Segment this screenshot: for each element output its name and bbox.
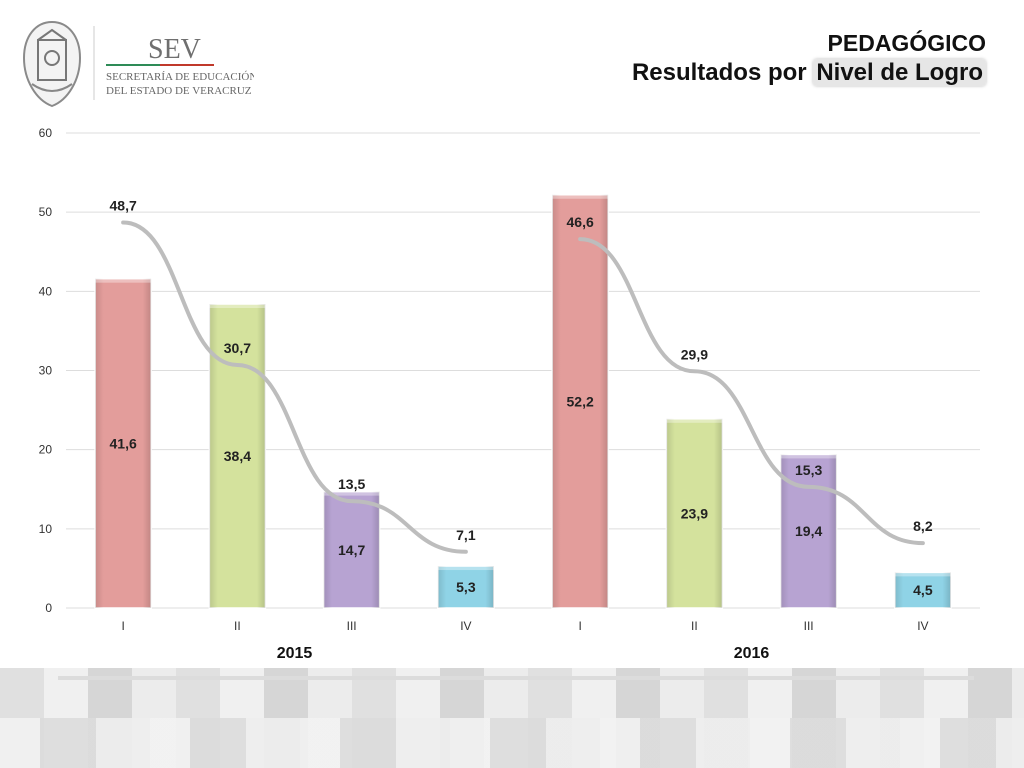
bar-highlight — [666, 418, 723, 423]
bar-highlight — [552, 194, 609, 199]
y-tick-label: 20 — [39, 443, 53, 457]
x-tick-label: III — [347, 619, 357, 633]
x-tick-label: IV — [917, 619, 928, 633]
plot-frame — [58, 120, 974, 680]
bar-highlight — [894, 572, 951, 577]
title-line-1: PEDAGÓGICO — [827, 30, 986, 56]
y-tick-label: 0 — [45, 601, 52, 615]
line-value-label: 46,6 — [567, 214, 594, 230]
bar-highlight — [437, 566, 494, 571]
group-label: 2016 — [734, 645, 770, 662]
line-value-label: 30,7 — [224, 340, 251, 356]
y-tick-label: 10 — [39, 522, 53, 536]
trend-line — [121, 220, 468, 554]
bar-value-label: 19,4 — [795, 523, 822, 539]
x-tick-label: I — [578, 619, 581, 633]
trend-line — [578, 237, 925, 546]
bar-shade — [323, 491, 380, 608]
bar-shade — [666, 418, 723, 608]
y-tick-label: 40 — [39, 284, 53, 298]
line-value-label: 29,9 — [681, 346, 708, 362]
bar-shade — [894, 572, 951, 608]
state-seal-icon — [22, 20, 82, 108]
footer-decoration — [0, 668, 1024, 768]
x-tick-label: II — [691, 619, 698, 633]
sev-logo: SEV SECRETARÍA DE EDUCACIÓN DEL ESTADO D… — [22, 20, 254, 108]
bar-value-label: 23,9 — [681, 505, 708, 521]
bar-shade — [209, 304, 266, 608]
logo-title: SEV — [148, 34, 201, 65]
line-value-label: 48,7 — [110, 197, 137, 213]
title-line-2: Resultados por Nivel de Logro — [632, 58, 986, 88]
line-value-label: 15,3 — [795, 462, 822, 478]
bar-highlight — [95, 278, 152, 283]
line-value-label: 7,1 — [456, 527, 476, 543]
bar-value-label: 41,6 — [110, 435, 137, 451]
group-label: 2015 — [277, 645, 313, 662]
line-value-label: 13,5 — [338, 476, 365, 492]
bar-shade — [95, 278, 152, 608]
bar-highlight — [780, 454, 837, 459]
x-tick-label: III — [804, 619, 814, 633]
bar-shade — [552, 194, 609, 608]
bar-highlight — [209, 304, 266, 308]
logo-subtitle-line1: SECRETARÍA DE EDUCACIÓN — [106, 71, 254, 83]
x-tick-label: II — [234, 619, 241, 633]
bar-value-label: 52,2 — [567, 393, 594, 409]
page-title: PEDAGÓGICO Resultados por Nivel de Logro — [632, 28, 986, 88]
bar-value-label: 4,5 — [913, 582, 933, 598]
y-tick-label: 50 — [39, 205, 53, 219]
bar-value-label: 38,4 — [224, 448, 251, 464]
bar-value-label: 5,3 — [456, 579, 476, 595]
title-prefix: Resultados por — [631, 59, 814, 86]
y-tick-label: 30 — [39, 364, 53, 378]
title-highlight: Nivel de Logro — [813, 59, 986, 86]
bar-highlight — [323, 491, 380, 496]
x-tick-label: I — [121, 619, 124, 633]
x-tick-label: IV — [460, 619, 471, 633]
line-value-label: 8,2 — [913, 518, 933, 534]
bar-shade — [437, 566, 494, 608]
y-tick-label: 60 — [39, 126, 53, 140]
logo-subtitle-line2: DEL ESTADO DE VERACRUZ — [106, 85, 252, 97]
bar-value-label: 14,7 — [338, 542, 365, 558]
